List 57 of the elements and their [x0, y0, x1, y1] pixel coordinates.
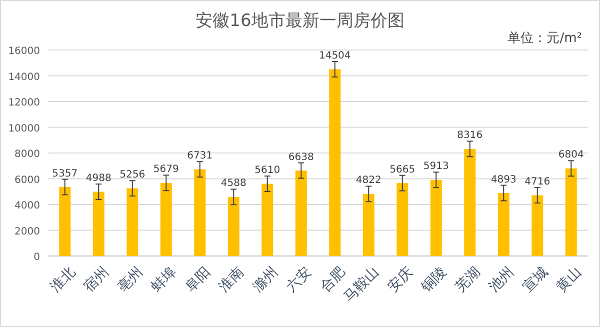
- data-label: 4988: [86, 173, 112, 184]
- x-tick-label: 芜湖: [452, 264, 484, 296]
- bar: [295, 170, 307, 256]
- y-tick-label: 8000: [14, 149, 40, 160]
- data-label: 6731: [187, 150, 213, 162]
- bar: [362, 194, 374, 256]
- bar: [228, 196, 240, 256]
- y-tick-label: 10000: [8, 123, 40, 134]
- data-label: 4716: [524, 176, 550, 188]
- data-label: 4822: [356, 175, 382, 186]
- x-tick-label: 亳州: [114, 264, 146, 296]
- bar: [59, 187, 71, 256]
- y-tick-label: 14000: [8, 72, 40, 83]
- x-tick-label: 蚌埠: [148, 264, 180, 296]
- data-label: 6804: [558, 150, 584, 161]
- data-label: 8316: [457, 130, 483, 142]
- y-tick-label: 0: [34, 252, 40, 263]
- data-label: 5256: [120, 170, 146, 181]
- bar: [498, 193, 510, 256]
- x-tick-label: 淮南: [216, 264, 248, 296]
- bar: [194, 169, 206, 256]
- x-tick-label: 六安: [284, 264, 315, 296]
- y-tick-label: 6000: [14, 174, 40, 186]
- bar: [329, 69, 341, 256]
- bar: [160, 182, 172, 256]
- bar: [126, 188, 138, 256]
- data-label: 6638: [288, 152, 314, 163]
- data-label: 5913: [423, 161, 449, 172]
- y-tick-label: 4000: [14, 200, 40, 212]
- data-label: 4588: [220, 178, 246, 190]
- bar: [396, 183, 408, 256]
- data-label: 5610: [254, 165, 280, 176]
- x-tick-label: 安庆: [384, 264, 416, 296]
- chart-title: 安徽16地市最新一周房价图: [196, 11, 404, 31]
- y-tick-label: 2000: [14, 226, 40, 238]
- x-tick-label: 铜陵: [418, 264, 450, 296]
- y-tick-label: 16000: [8, 46, 40, 57]
- data-label: 5357: [52, 168, 78, 180]
- bar: [532, 195, 544, 256]
- x-tick-label: 淮北: [47, 264, 78, 296]
- x-tick-label: 阜阳: [182, 264, 214, 296]
- text: 单位：元/m²: [508, 31, 582, 46]
- bar: [430, 180, 442, 256]
- bar: [92, 192, 104, 256]
- bar: [464, 148, 476, 256]
- data-label: 5679: [153, 164, 179, 176]
- data-label: 14504: [318, 50, 351, 62]
- x-tick-label: 池州: [486, 264, 518, 296]
- x-tick-label: 滁州: [250, 264, 281, 296]
- x-tick-label: 宣城: [520, 264, 551, 296]
- bar: [262, 184, 274, 256]
- data-label: 4893: [490, 174, 516, 186]
- bar: [565, 168, 577, 256]
- y-tick-label: 12000: [8, 98, 40, 108]
- data-label: 5665: [390, 164, 416, 176]
- x-tick-label: 宿州: [81, 264, 112, 296]
- x-tick-label: 黄山: [554, 264, 585, 296]
